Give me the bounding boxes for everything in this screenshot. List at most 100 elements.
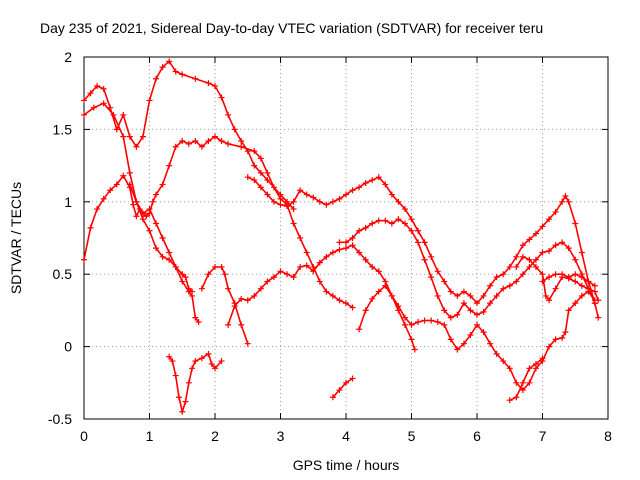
data-point xyxy=(81,111,87,118)
data-point xyxy=(336,195,343,202)
data-point xyxy=(257,184,264,191)
data-point xyxy=(585,278,592,285)
data-point xyxy=(493,274,500,281)
data-point xyxy=(139,216,146,223)
data-point xyxy=(375,174,382,181)
data-point xyxy=(166,249,173,256)
data-point xyxy=(126,133,133,140)
data-point xyxy=(408,336,415,343)
data-point xyxy=(532,263,539,270)
data-point xyxy=(153,245,160,252)
x-tick-label: 8 xyxy=(604,428,612,444)
data-point xyxy=(218,263,225,270)
data-point xyxy=(198,143,205,150)
data-point xyxy=(559,271,566,278)
data-point xyxy=(336,297,343,304)
data-point xyxy=(238,143,245,150)
data-point xyxy=(382,217,389,224)
data-point xyxy=(120,172,127,179)
data-point xyxy=(316,278,323,285)
data-point xyxy=(218,137,225,144)
x-tick-label: 2 xyxy=(211,428,219,444)
series-trace xyxy=(201,266,249,344)
data-point xyxy=(421,317,428,324)
data-point xyxy=(143,213,150,220)
data-point xyxy=(179,71,186,78)
data-point xyxy=(532,256,539,263)
data-point xyxy=(244,297,251,304)
data-point xyxy=(519,379,526,386)
data-point xyxy=(231,126,238,133)
data-point xyxy=(595,297,602,304)
data-point xyxy=(578,274,585,281)
data-point xyxy=(257,169,264,176)
data-point xyxy=(264,177,271,184)
y-tick-label: 1 xyxy=(64,194,72,210)
data-point xyxy=(225,111,232,118)
data-point xyxy=(297,263,304,270)
data-point xyxy=(408,227,415,234)
data-point xyxy=(411,346,418,353)
data-point xyxy=(303,191,310,198)
data-point xyxy=(185,379,192,386)
data-point xyxy=(329,249,336,256)
data-point xyxy=(303,249,310,256)
data-point xyxy=(480,308,487,315)
data-point xyxy=(270,184,277,191)
data-point xyxy=(166,353,173,360)
data-point xyxy=(343,379,349,386)
data-point xyxy=(539,223,546,230)
data-point xyxy=(447,314,454,321)
data-point xyxy=(401,206,408,213)
data-point xyxy=(238,321,245,328)
data-point xyxy=(506,365,513,372)
data-point xyxy=(539,249,546,256)
data-point xyxy=(578,249,585,256)
data-point xyxy=(415,227,422,234)
data-point xyxy=(166,256,173,263)
data-point xyxy=(192,314,199,321)
data-point xyxy=(526,256,533,263)
data-point xyxy=(179,271,186,278)
y-axis-label: SDTVAR / TECUs xyxy=(8,182,24,294)
data-point xyxy=(493,292,500,299)
data-point xyxy=(349,235,356,241)
data-point xyxy=(428,253,435,260)
data-point xyxy=(441,321,448,328)
data-point xyxy=(382,282,389,289)
series-track-5 xyxy=(166,350,225,415)
data-point xyxy=(506,263,513,270)
series-trace xyxy=(83,135,353,309)
data-point xyxy=(532,360,539,367)
data-series xyxy=(81,58,602,415)
data-point xyxy=(290,198,297,205)
x-tick-label: 5 xyxy=(408,428,416,444)
data-point xyxy=(205,137,212,144)
data-point xyxy=(336,387,343,394)
series-track-2 xyxy=(81,100,202,325)
data-point xyxy=(375,288,382,295)
data-point xyxy=(120,111,127,118)
data-point xyxy=(591,282,598,289)
data-point xyxy=(218,358,225,365)
data-point xyxy=(146,210,153,217)
data-point xyxy=(225,285,232,292)
data-point xyxy=(270,274,277,281)
data-point xyxy=(546,343,553,350)
data-point xyxy=(297,235,304,241)
data-point xyxy=(126,169,133,176)
data-point xyxy=(375,217,382,224)
series-track-13 xyxy=(513,253,602,304)
data-point xyxy=(513,278,520,285)
data-point xyxy=(388,191,395,198)
x-tick-label: 0 xyxy=(80,428,88,444)
x-tick-label: 1 xyxy=(146,428,154,444)
data-point xyxy=(323,288,330,295)
x-axis-label: GPS time / hours xyxy=(293,457,400,473)
data-point xyxy=(526,365,533,372)
data-point xyxy=(474,300,480,307)
data-point xyxy=(195,318,202,325)
data-point xyxy=(159,253,166,260)
data-point xyxy=(251,177,258,184)
data-point xyxy=(244,340,251,347)
